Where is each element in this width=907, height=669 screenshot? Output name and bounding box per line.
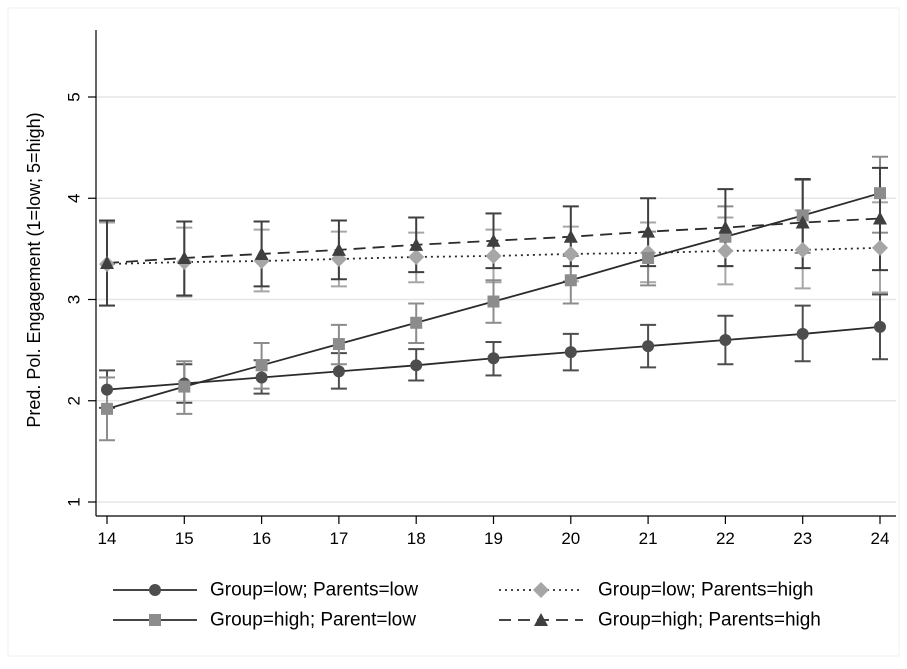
data-point-series-4 [563, 229, 578, 243]
data-point-series-3 [796, 209, 809, 222]
data-point-series-3 [255, 359, 268, 372]
data-point-series-2 [717, 242, 734, 259]
y-axis-label: Pred. Pol. Engagement (1=low; 5=high) [24, 112, 44, 427]
data-point-series-3 [178, 380, 191, 393]
y-tick-label: 4 [65, 194, 84, 203]
x-tick-label: 18 [407, 529, 426, 548]
data-point-series-4 [177, 250, 192, 264]
y-tick-label: 1 [65, 497, 84, 506]
data-point-series-3 [874, 187, 886, 200]
series-markers [99, 187, 888, 415]
x-tick-label: 16 [252, 529, 271, 548]
data-point-series-3 [719, 230, 732, 243]
data-point-series-2 [408, 248, 425, 265]
legend-label-3: Group=high; Parent=low [210, 610, 416, 631]
data-point-series-4 [795, 215, 810, 229]
data-point-series-3 [410, 316, 423, 329]
legend-marker-2 [533, 582, 549, 598]
data-point-series-1 [410, 359, 423, 372]
data-point-series-3 [564, 274, 577, 287]
x-tick-label: 22 [716, 529, 735, 548]
data-point-series-3 [332, 338, 345, 351]
legend-marker-4 [534, 613, 548, 626]
data-point-series-4 [718, 220, 733, 234]
data-point-series-1 [101, 383, 113, 396]
data-point-series-2 [794, 241, 811, 258]
data-point-series-3 [101, 402, 113, 415]
data-point-series-4 [873, 211, 887, 225]
legend-marker-3 [149, 614, 161, 626]
legend-label-2: Group=low; Parents=high [598, 580, 813, 601]
y-tick-label: 3 [65, 295, 84, 304]
data-point-series-4 [331, 242, 346, 256]
legend-label-1: Group=low; Parents=low [210, 580, 418, 601]
data-point-series-4 [409, 237, 424, 251]
data-point-series-4 [254, 246, 269, 260]
data-point-series-1 [874, 320, 886, 333]
x-tick-label: 24 [871, 529, 890, 548]
data-point-series-3 [487, 295, 500, 308]
x-tick-label: 17 [329, 529, 348, 548]
x-tick-label: 14 [98, 529, 117, 548]
chart-frame [7, 7, 900, 657]
data-point-series-4 [486, 233, 501, 247]
data-point-series-4 [100, 256, 114, 270]
data-point-series-2 [485, 247, 502, 264]
x-tick-label: 21 [639, 529, 658, 548]
y-tick-label: 2 [65, 396, 84, 405]
legend-label-4: Group=high; Parents=high [598, 610, 821, 631]
x-tick-label: 15 [175, 529, 194, 548]
data-point-series-1 [564, 346, 577, 359]
data-point-series-2 [562, 245, 579, 262]
x-tick-label: 19 [484, 529, 503, 548]
data-point-series-1 [796, 327, 809, 340]
data-point-series-1 [719, 334, 732, 346]
data-point-series-1 [255, 371, 268, 384]
x-tick-label: 20 [561, 529, 580, 548]
data-point-series-3 [642, 251, 655, 264]
data-point-series-4 [641, 224, 656, 238]
x-tick-label: 23 [793, 529, 812, 548]
data-point-series-1 [332, 365, 345, 378]
data-point-series-1 [487, 352, 500, 365]
legend-marker-1 [149, 584, 161, 596]
data-point-series-1 [642, 340, 655, 353]
y-tick-label: 5 [65, 92, 84, 101]
data-point-series-2 [872, 239, 888, 256]
legend: Group=low; Parents=low Group=low; Parents… [113, 580, 821, 631]
